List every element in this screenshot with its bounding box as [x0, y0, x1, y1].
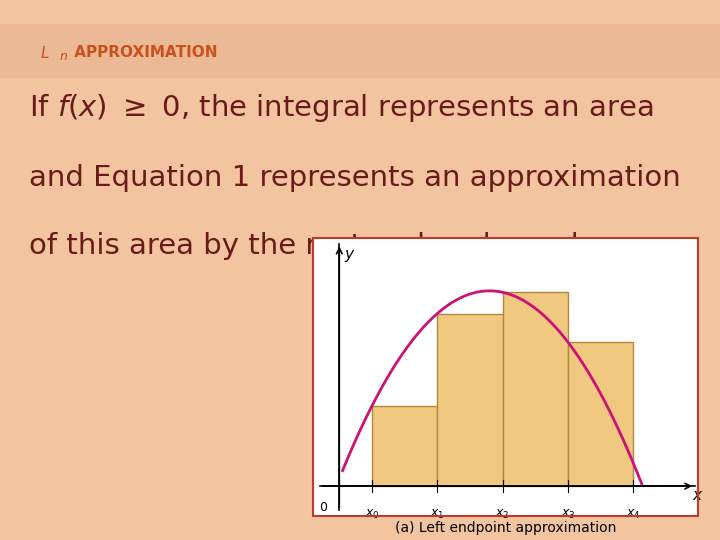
- Text: (a) Left endpoint approximation: (a) Left endpoint approximation: [395, 521, 616, 535]
- Text: $n$: $n$: [59, 50, 68, 63]
- Text: If $f$($x$) $\geq$ 0, the integral represents an area: If $f$($x$) $\geq$ 0, the integral repre…: [29, 92, 653, 124]
- Bar: [568, 342, 633, 486]
- Bar: [372, 406, 437, 486]
- Text: $L$: $L$: [40, 45, 49, 61]
- Bar: [0, 24, 720, 78]
- Text: $x_1$: $x_1$: [430, 508, 444, 521]
- Bar: [503, 292, 568, 486]
- Text: of this area by the rectangles shown here.: of this area by the rectangles shown her…: [29, 232, 645, 260]
- Text: x: x: [693, 489, 701, 503]
- Text: $x_0$: $x_0$: [364, 508, 379, 521]
- Text: $x_3$: $x_3$: [561, 508, 575, 521]
- Text: and Equation 1 represents an approximation: and Equation 1 represents an approximati…: [29, 164, 680, 192]
- Text: 0: 0: [319, 501, 327, 514]
- Text: APPROXIMATION: APPROXIMATION: [69, 45, 217, 60]
- Bar: [437, 314, 503, 486]
- Text: y: y: [345, 247, 354, 262]
- Text: $x_4$: $x_4$: [626, 508, 641, 521]
- Text: $x_2$: $x_2$: [495, 508, 510, 521]
